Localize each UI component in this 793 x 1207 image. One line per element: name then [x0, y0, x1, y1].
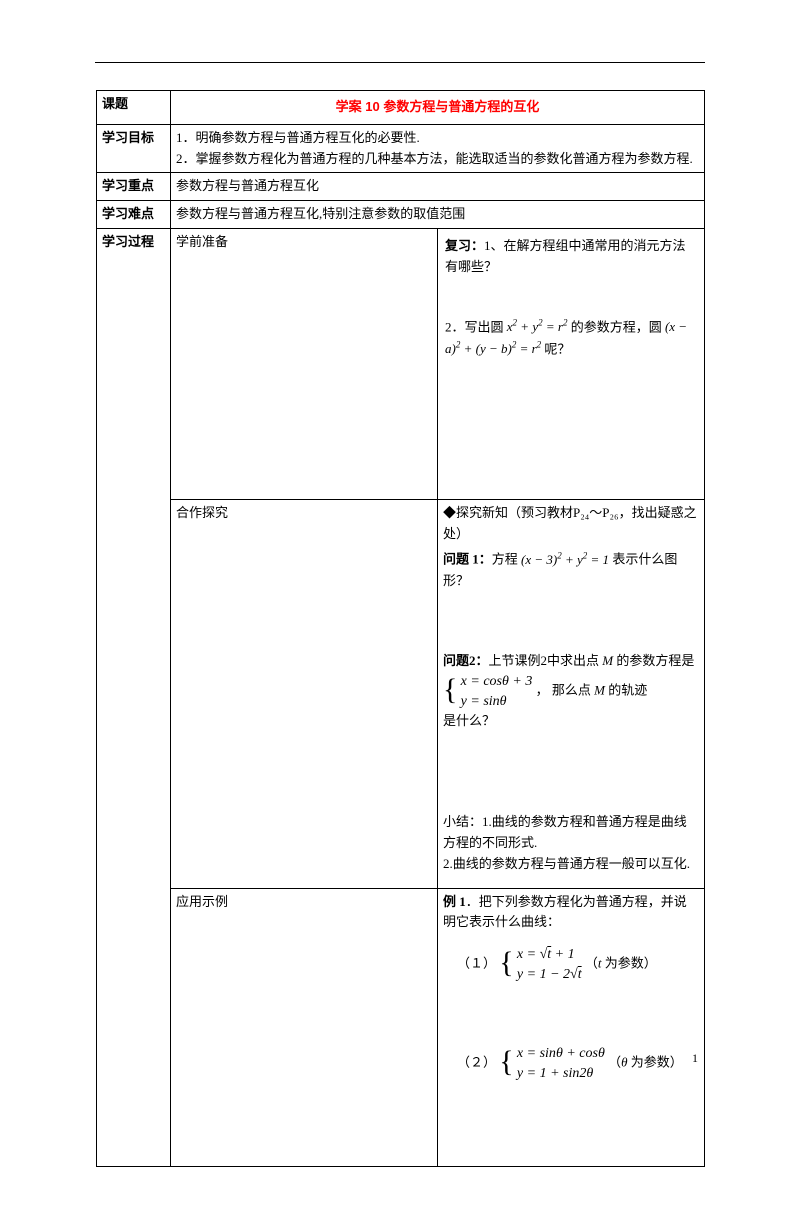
- q1-pre: 方程: [492, 552, 521, 567]
- process-label: 学习过程: [97, 228, 171, 1167]
- p1-note: （t 为参数）: [585, 956, 657, 971]
- p1-equation: { x = √t + 1 y = 1 − 2√t: [499, 945, 581, 984]
- q1-label: 问题 1：: [443, 552, 492, 567]
- prep-eq1: x2 + y2 = r2: [507, 319, 568, 334]
- q2-M1: M: [602, 653, 613, 668]
- q2-post1: ， 那么点: [536, 683, 595, 698]
- ex1-label: 例 1: [443, 894, 466, 909]
- header-rule: [95, 62, 705, 63]
- page-number: 1: [692, 1051, 698, 1066]
- prep-q2-post: 呢？: [541, 341, 570, 356]
- q2-label: 问题2：: [443, 653, 489, 668]
- page-container: 课题 学案 10 参数方程与普通方程的互化 学习目标 1．明确参数方程与普通方程…: [0, 0, 793, 1207]
- p1-label: （１）: [457, 956, 496, 971]
- summary-2: 2.曲线的参数方程与普通方程一般可以互化.: [443, 854, 699, 875]
- example-content: 例 1．把下列参数方程化为普通方程，并说明它表示什么曲线： （１） { x = …: [438, 888, 705, 1167]
- q2-eq-y: y = sinθ: [461, 692, 533, 712]
- prep-content: 复习：1、在解方程组中通常用的消元方法有哪些？ 2．写出圆 x2 + y2 = …: [438, 228, 705, 499]
- explore-content: ◆探究新知（预习教材P₂₄～P₂₆，找出疑惑之处） 问题 1：方程 (x − 3…: [438, 499, 705, 888]
- q2-tail: 是什么？: [443, 711, 699, 732]
- example-label: 应用示例: [171, 888, 438, 1167]
- q2-post2: 的轨迹: [605, 683, 647, 698]
- difficulty-label: 学习难点: [97, 201, 171, 229]
- prep-label: 学前准备: [171, 228, 438, 499]
- review-label: 复习：: [445, 238, 484, 253]
- q2-eq-x: x = cosθ + 3: [461, 672, 533, 692]
- p2-label: （２）: [457, 1055, 496, 1070]
- q1-eq: (x − 3)2 + y2 = 1: [521, 552, 609, 567]
- summary-1: 小结：1.曲线的参数方程和普通方程是曲线方程的不同形式.: [443, 812, 699, 854]
- ex1-text: ．把下列参数方程化为普通方程，并说明它表示什么曲线：: [443, 894, 687, 930]
- q2-equation: { x = cosθ + 3 y = sinθ: [443, 672, 532, 711]
- q2-mid: 的参数方程是: [613, 653, 694, 668]
- topic-label: 课题: [97, 91, 171, 125]
- lesson-table: 课题 学案 10 参数方程与普通方程的互化 学习目标 1．明确参数方程与普通方程…: [96, 90, 705, 1167]
- p2-equation: { x = sinθ + cosθ y = 1 + sin2θ: [499, 1044, 605, 1083]
- goal-line-1: 1．明确参数方程与普通方程互化的必要性.: [176, 128, 699, 149]
- explore-header: ◆探究新知（预习教材P₂₄～P₂₆，找出疑惑之处）: [443, 503, 699, 545]
- prep-q2-mid: 的参数方程，圆: [567, 319, 665, 334]
- focus-content: 参数方程与普通方程互化: [171, 173, 705, 201]
- p2-x: x = sinθ + cosθ: [517, 1044, 605, 1064]
- focus-label: 学习重点: [97, 173, 171, 201]
- goal-content: 1．明确参数方程与普通方程互化的必要性. 2．掌握参数方程化为普通方程的几种基本…: [171, 124, 705, 173]
- lesson-title: 学案 10 参数方程与普通方程的互化: [171, 91, 705, 125]
- q2-M2: M: [594, 683, 605, 698]
- q2-pre: 上节课例2中求出点: [489, 653, 603, 668]
- p1-y: y = 1 − 2√t: [517, 965, 582, 985]
- difficulty-content: 参数方程与普通方程互化,特别注意参数的取值范围: [171, 201, 705, 229]
- goal-line-2: 2．掌握参数方程化为普通方程的几种基本方法，能选取适当的参数化普通方程为参数方程…: [176, 149, 699, 170]
- p2-note: （θ 为参数）: [608, 1055, 683, 1070]
- p1-x: x = √t + 1: [517, 945, 582, 965]
- prep-q2-pre: 2．写出圆: [445, 319, 507, 334]
- goal-label: 学习目标: [97, 124, 171, 173]
- explore-label: 合作探究: [171, 499, 438, 888]
- p2-y: y = 1 + sin2θ: [517, 1064, 605, 1084]
